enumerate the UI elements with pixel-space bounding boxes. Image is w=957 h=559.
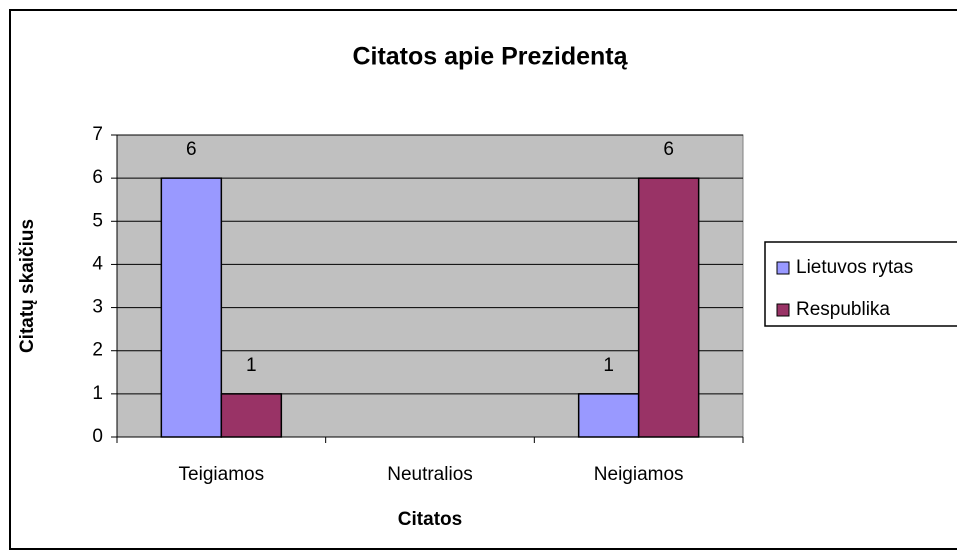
bar bbox=[220, 393, 283, 438]
x-tick-label: Neutralios bbox=[387, 464, 473, 485]
bar bbox=[637, 177, 700, 438]
x-tick-label: Neigiamos bbox=[594, 464, 684, 485]
data-label: 6 bbox=[186, 139, 197, 160]
legend-label: Respublika bbox=[796, 299, 890, 320]
y-axis-label: Citatų skaičius bbox=[17, 219, 38, 353]
y-tick-label: 7 bbox=[92, 124, 103, 145]
y-tick-label: 2 bbox=[92, 340, 103, 361]
y-tick-label: 0 bbox=[92, 426, 103, 447]
x-tick-label: Teigiamos bbox=[179, 464, 265, 485]
y-tick-label: 1 bbox=[92, 383, 103, 404]
bar bbox=[160, 177, 223, 438]
y-tick-label: 4 bbox=[92, 253, 103, 274]
data-label: 1 bbox=[246, 355, 257, 376]
bar bbox=[577, 393, 640, 438]
legend-swatch bbox=[776, 303, 790, 317]
y-tick-label: 3 bbox=[92, 297, 103, 318]
data-label: 6 bbox=[663, 139, 674, 160]
data-label: 1 bbox=[603, 355, 614, 376]
x-axis-label: Citatos bbox=[398, 509, 462, 530]
legend-label: Lietuvos rytas bbox=[796, 257, 913, 278]
legend bbox=[764, 241, 957, 327]
y-tick-label: 5 bbox=[92, 210, 103, 231]
chart-title: Citatos apie Prezidentą bbox=[352, 43, 628, 71]
legend-swatch bbox=[776, 261, 790, 275]
y-tick-label: 6 bbox=[92, 167, 103, 188]
